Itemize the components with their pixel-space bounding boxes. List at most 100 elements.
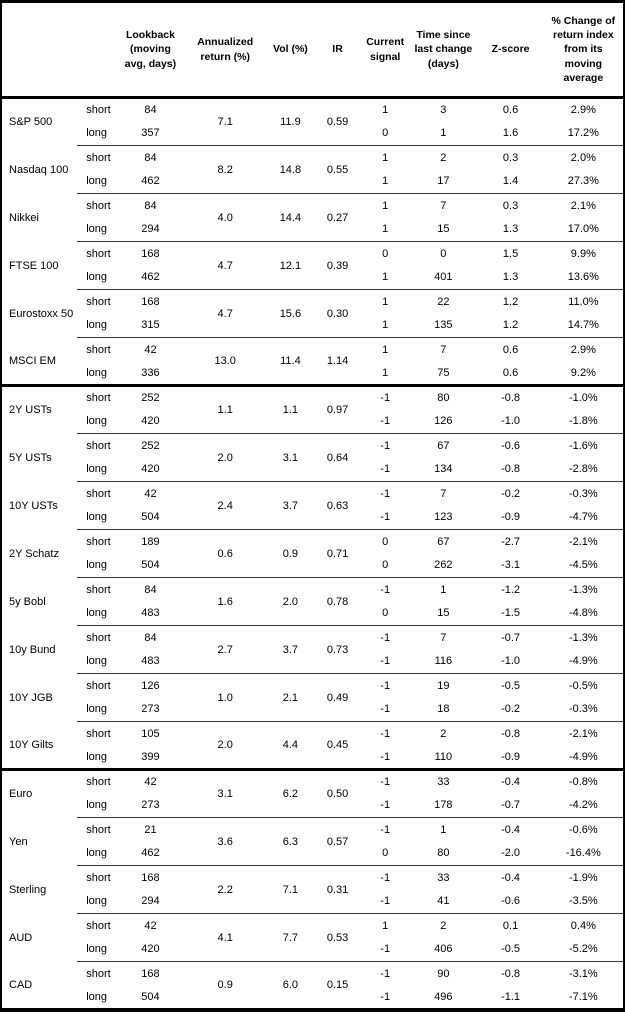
asset-name: Nikkei [9,211,39,224]
pct-change-value: -5.2% [568,943,598,956]
annualized-return-value: 4.1 [183,913,267,962]
column-header: Time since last change (days) [409,1,478,99]
leg-label: short [77,384,118,410]
asset-name: AUD [9,931,33,944]
leg-label: short [77,337,118,362]
table-row: Euro short 42 3.1 6.2 0.50 -1 33 -0.4 -0.8% [1,768,624,818]
pct-change-value: 2.1% [543,193,624,218]
pct-change-value: 2.9% [543,97,624,122]
pct-change-value: 9.2% [570,366,596,379]
asset-name: Nasdaq 100 [9,163,69,176]
annualized-return-value: 2.7 [183,625,267,674]
signal-value: -1 [380,655,391,668]
signal-value: -1 [361,768,410,794]
ir-value: 1.14 [313,337,362,386]
asset-name: 10Y Gilts [9,738,54,751]
lookback-value: 462 [141,847,160,860]
table-row: long 462 1 17 1.4 27.3% [1,170,624,194]
signal-value: -1 [361,625,410,650]
table-row: Sterling short 168 2.2 7.1 0.31 -1 33 -0.4 -1.9% [1,865,624,914]
annualized-return-value: 0.9 [183,961,267,1010]
table-row: long 294 -1 41 -0.6 -3.5% [1,890,624,914]
leg-label: long [86,127,108,140]
zscore-value: -0.4 [477,865,544,890]
asset-name: Eurostoxx 50 [9,307,74,320]
leg-label: long [86,847,108,860]
ir-value: 0.78 [313,577,362,626]
table-row: 10Y JGB short 126 1.0 2.1 0.49 -1 19 -0.5 -0.5% [1,673,624,722]
pct-change-value: 2.0% [543,145,624,170]
table-row: long 357 0 1 1.6 17.2% [1,122,624,146]
zscore-value: -0.7 [501,799,521,812]
column-header: Lookback (moving avg, days) [117,1,184,99]
pct-change-value: -2.8% [568,463,598,476]
zscore-value: -0.4 [477,768,544,794]
leg-label: short [77,625,118,650]
lookback-value: 504 [141,511,160,524]
leg-label: long [86,990,108,1003]
pct-change-value: 27.3% [567,175,599,188]
time-since-value: 41 [437,895,450,908]
asset-name: 5Y USTs [9,451,52,464]
asset-name: S&P 500 [9,116,53,129]
lookback-value: 84 [117,97,184,122]
asset-name: 2Y Schatz [9,547,59,560]
zscore-value: -0.9 [501,750,521,763]
table-row: long 273 -1 18 -0.2 -0.3% [1,698,624,722]
signal-value: 1 [382,175,389,188]
pct-change-value: -4.7% [568,511,598,524]
table-header: Lookback (moving avg, days) Annualized re… [1,1,624,99]
annualized-return-value: 1.6 [183,577,267,626]
signal-value: 1 [382,223,389,236]
vol-value: 6.0 [266,961,314,1010]
table-row: long 504 0 262 -3.1 -4.5% [1,554,624,578]
vol-value: 11.4 [266,337,314,386]
zscore-value: 1.3 [502,271,519,284]
zscore-value: 0.6 [477,97,544,122]
lookback-value: 42 [117,481,184,506]
time-since-value: 75 [437,366,450,379]
time-since-value: 80 [409,384,478,410]
asset-name: 10Y JGB [9,691,53,704]
vol-value: 3.1 [266,433,314,482]
asset-name: Yen [9,835,28,848]
lookback-value: 168 [117,961,184,986]
leg-label: short [77,577,118,602]
pct-change-value: 0.4% [543,913,624,938]
pct-change-value: -0.5% [543,673,624,698]
leg-label: short [77,673,118,698]
table-row: AUD short 42 4.1 7.7 0.53 1 2 0.1 0.4% [1,913,624,962]
lookback-value: 399 [141,750,160,763]
zscore-value: 1.2 [502,319,519,332]
vol-value: 0.9 [266,529,314,578]
lookback-value: 336 [141,366,160,379]
ir-value: 0.53 [313,913,362,962]
table-row: Nikkei short 84 4.0 14.4 0.27 1 7 0.3 2.1% [1,193,624,242]
pct-change-value: -2.1% [543,529,624,554]
signal-value: -1 [380,463,391,476]
leg-label: short [77,433,118,458]
ir-value: 0.73 [313,625,362,674]
zscore-value: -0.7 [477,625,544,650]
ir-value: 0.15 [313,961,362,1010]
leg-label: long [86,415,108,428]
lookback-value: 168 [117,865,184,890]
time-since-value: 7 [409,481,478,506]
pct-change-value: -7.1% [568,990,598,1003]
zscore-value: 1.4 [502,175,519,188]
ir-value: 0.27 [313,193,362,242]
asset-name: Euro [1,768,78,818]
table-row: 5Y USTs short 252 2.0 3.1 0.64 -1 67 -0.6 -1.6% [1,433,624,482]
zscore-value: -2.7 [477,529,544,554]
time-since-value: 401 [434,271,453,284]
pct-change-value: -4.5% [568,559,598,572]
signal-value: 0 [382,607,389,620]
vol-value: 14.8 [266,145,314,194]
zscore-value: 0.3 [477,193,544,218]
signal-value: -1 [361,433,410,458]
annualized-return-value: 1.0 [183,673,267,722]
annualized-return-value: 1.1 [183,384,267,434]
time-since-value: 15 [437,607,450,620]
pct-change-value: -0.3% [568,703,598,716]
table-row: S&P 500 short 84 7.1 11.9 0.59 1 3 0.6 2.9% [1,97,624,146]
